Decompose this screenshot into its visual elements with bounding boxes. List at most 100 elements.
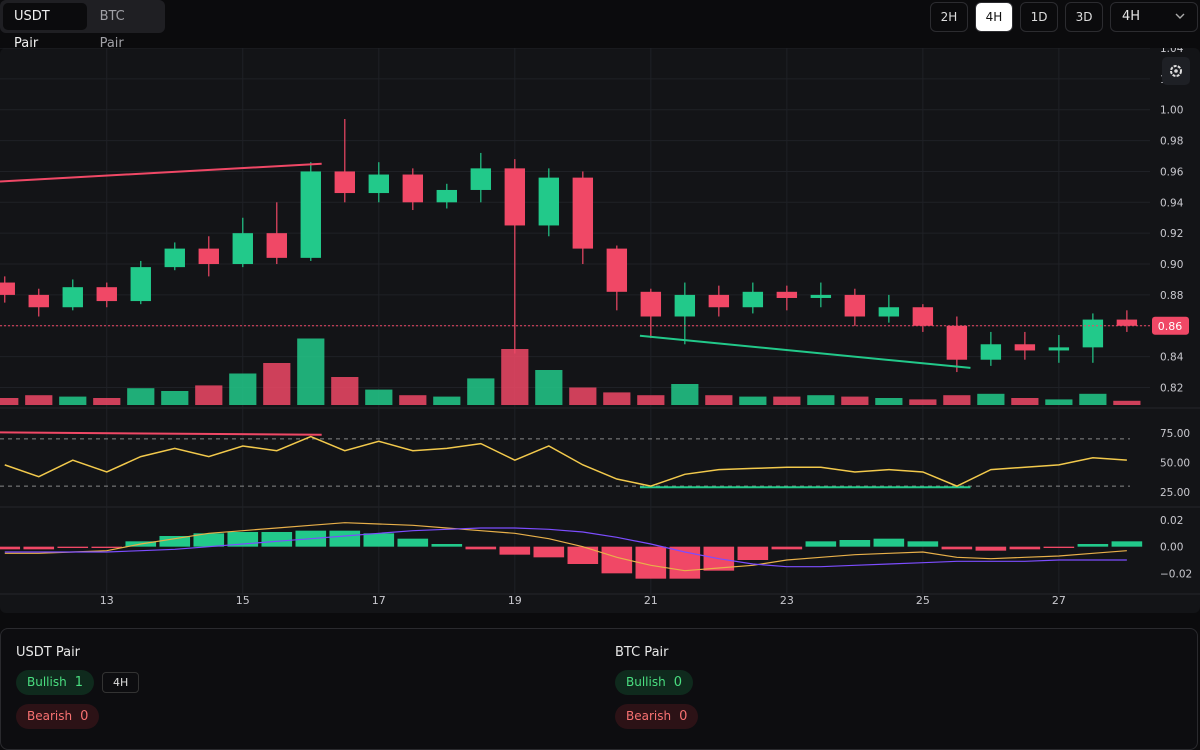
- timeframe-button[interactable]: 2H: [930, 2, 968, 32]
- macd-bar: [839, 540, 871, 547]
- volume-bar: [739, 396, 767, 405]
- macd-bar: [567, 546, 599, 564]
- macd-bar: [363, 533, 395, 547]
- candle-body: [232, 233, 253, 265]
- x-tick-label: 25: [916, 594, 930, 607]
- volume-bar: [705, 395, 733, 405]
- macd-bar: [23, 546, 55, 550]
- volume-bar: [0, 398, 19, 405]
- rsi-divergence-line: [0, 431, 322, 436]
- volume-bar: [1079, 393, 1107, 405]
- volume-bar: [569, 387, 597, 405]
- last-price-label: 0.86: [1158, 320, 1183, 333]
- pair-summary: USDT Pair Bullish 1 4H Bearish 0: [16, 645, 140, 738]
- candle-body: [368, 174, 390, 194]
- candle-body: [96, 287, 117, 302]
- summary-panel: USDT Pair Bullish 1 4H Bearish 0 BTC Pair Bulli…: [0, 628, 1198, 750]
- candle-body: [810, 294, 832, 298]
- bullish-badge: Bullish 1: [16, 670, 94, 695]
- x-tick-label: 15: [236, 594, 250, 607]
- chart: 13 15 17 19 21 23 25 27 0.82 0.84 0.86 0.88 0.90 0.92…: [0, 48, 1200, 613]
- candle-body: [62, 287, 83, 308]
- candle-body: [28, 294, 49, 308]
- bullish-badge: Bullish 0: [615, 670, 693, 695]
- candle-body: [572, 177, 594, 249]
- volume-bar: [535, 370, 563, 405]
- rsi-tick-label: 50.00: [1160, 458, 1190, 470]
- rsi-line: [4, 435, 1127, 487]
- macd-bar: [261, 532, 293, 547]
- volume-bar: [807, 395, 835, 405]
- last-price-box: [1152, 316, 1189, 335]
- rsi-tick-label: 75.00: [1160, 428, 1190, 440]
- bullish-label: Bullish: [27, 675, 67, 689]
- candle-body: [130, 267, 151, 302]
- candle-body: [912, 307, 934, 326]
- settings-button[interactable]: [1162, 57, 1190, 85]
- candle-body: [844, 294, 866, 317]
- volume-bar: [603, 392, 631, 405]
- volume-bar: [1011, 398, 1039, 405]
- candle-body: [538, 177, 560, 226]
- divergence-line: [0, 162, 322, 183]
- candle-body: [1116, 319, 1138, 326]
- volume-bar: [841, 396, 869, 405]
- x-tick-label: 21: [644, 594, 658, 607]
- macd-bar: [1077, 544, 1109, 547]
- bullish-count: 1: [74, 675, 83, 690]
- bearish-badge: Bearish 0: [16, 704, 100, 729]
- candle-body: [674, 294, 696, 317]
- macd-bar: [0, 546, 21, 550]
- macd-bar: [805, 541, 837, 547]
- bearish-count: 0: [80, 709, 89, 724]
- price-tick-label: 0.96: [1160, 166, 1184, 178]
- x-tick-label: 23: [780, 594, 794, 607]
- volume-bar: [433, 396, 461, 405]
- bullish-row: Bullish 1 4H: [16, 670, 140, 695]
- x-tick-label: 19: [508, 594, 522, 607]
- timeframe-tag: 4H: [101, 672, 140, 693]
- macd-bar: [1111, 541, 1143, 547]
- timeframe-select[interactable]: 4H: [1110, 2, 1198, 32]
- gear: [1170, 65, 1182, 77]
- macd-bar: [873, 538, 905, 547]
- volume-bar: [1113, 400, 1141, 405]
- candle-body: [640, 291, 662, 317]
- macd-bar: [1009, 546, 1041, 550]
- macd-bar: [771, 546, 803, 550]
- bearish-row: Bearish 0: [615, 704, 699, 729]
- timeframe-button[interactable]: 3D: [1065, 2, 1103, 32]
- volume-bar: [127, 388, 155, 405]
- candle-body: [470, 168, 492, 190]
- candle-body: [0, 282, 15, 295]
- candle-body: [300, 171, 321, 258]
- timeframe-button[interactable]: 1D: [1020, 2, 1058, 32]
- volume-bar: [263, 363, 291, 405]
- x-tick-label: 27: [1052, 594, 1066, 607]
- macd-bar: [975, 546, 1007, 551]
- macd-tick-label: 0.02: [1160, 515, 1183, 527]
- bullish-row: Bullish 0: [615, 670, 698, 695]
- pair-tab[interactable]: BTC Pair: [99, 9, 125, 51]
- macd-bar: [465, 546, 497, 550]
- candle-body: [606, 248, 628, 292]
- volume-bar: [943, 395, 971, 405]
- pair-tab[interactable]: USDT Pair: [3, 3, 87, 51]
- candle-body: [334, 171, 355, 194]
- macd-bar: [499, 546, 531, 555]
- candle-body: [1014, 344, 1036, 351]
- volume-bar: [909, 399, 937, 405]
- macd-bar: [737, 546, 769, 560]
- bullish-label: Bullish: [626, 675, 666, 689]
- volume-bar: [161, 391, 189, 405]
- price-tick-label: 1.04: [1160, 48, 1184, 55]
- pair-tabs: USDT Pair BTC Pair: [0, 0, 165, 51]
- bearish-label: Bearish: [626, 709, 672, 723]
- volume-bar: [977, 393, 1005, 405]
- x-tick-label: 13: [100, 594, 114, 607]
- volume-bar: [637, 395, 665, 405]
- macd-bar: [397, 538, 429, 547]
- timeframe-button[interactable]: 4H: [975, 2, 1013, 32]
- volume-bar: [195, 385, 223, 405]
- candle-body: [1048, 347, 1070, 351]
